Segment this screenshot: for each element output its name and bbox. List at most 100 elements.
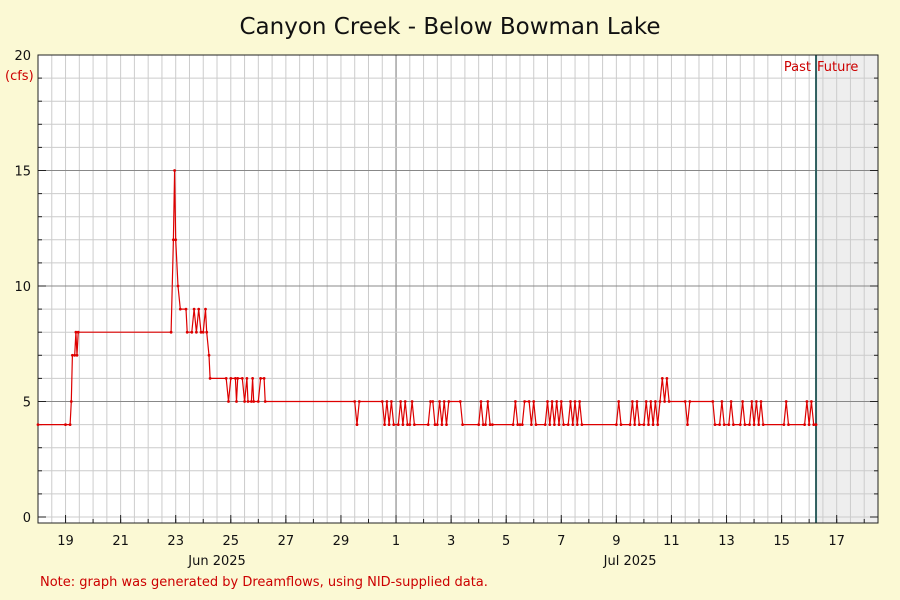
data-point [461,423,464,426]
data-point [667,400,671,403]
data-point [390,400,393,403]
data-point [435,423,439,426]
data-point [720,400,724,403]
data-point [686,423,689,426]
data-point [732,423,735,426]
data-point [573,400,577,403]
data-point [651,423,655,426]
x-tick-label: 25 [223,534,240,549]
data-point [644,400,648,403]
data-point [727,423,731,426]
data-point [807,423,811,426]
data-point [74,330,78,334]
data-point [546,400,549,403]
data-point [251,377,255,380]
data-point [447,400,451,403]
data-point [357,400,361,403]
data-point [631,400,634,403]
y-tick-label: 10 [14,280,31,295]
data-point [240,377,244,380]
data-point [615,423,618,426]
data-point [380,400,384,403]
data-point [759,400,763,403]
data-point [172,238,175,242]
data-point [722,423,726,426]
data-point [658,400,662,403]
data-point [36,423,40,426]
x-tick-label: 17 [828,534,845,549]
data-point [64,423,67,426]
data-point [392,423,396,426]
data-point [642,423,646,426]
data-point [557,423,561,426]
data-point [755,400,758,403]
data-point [628,423,632,426]
data-point [665,377,669,380]
y-tick-label: 20 [14,49,31,64]
data-point [569,400,572,403]
data-point [195,330,198,334]
data-point [663,400,666,403]
x-tick-label: 23 [167,534,184,549]
data-point [355,423,359,426]
data-point [259,377,262,380]
data-point [68,423,72,426]
data-point [488,423,492,426]
data-point [534,423,538,426]
data-point [396,423,400,426]
data-point [683,400,687,403]
x-tick-label: 15 [773,534,790,549]
data-point [353,400,357,403]
x-tick-label: 11 [663,534,680,549]
data-point [523,400,526,403]
data-point [250,400,253,403]
data-point [205,330,209,334]
data-point [197,307,201,311]
future-label: Future [817,60,858,75]
data-point [76,330,80,334]
data-point [385,400,389,403]
y-axis-label: (cfs) [5,69,34,84]
x-month-label: Jun 2025 [187,554,246,569]
series-line [38,170,816,426]
data-point [743,423,747,426]
x-tick-label: 3 [447,534,455,549]
data-point [550,400,554,403]
data-point [530,423,533,426]
data-point [484,423,487,426]
x-tick-label: 13 [718,534,735,549]
data-point [399,400,402,403]
data-point [548,423,552,426]
data-point [562,423,565,426]
data-point [246,400,250,403]
data-point [173,169,177,172]
data-point [408,423,412,426]
data-point [660,377,664,380]
data-point [442,400,446,403]
data-point [185,330,189,334]
data-point [73,353,77,357]
data-point [787,423,790,426]
data-point [619,423,623,426]
data-point [431,400,435,403]
data-point [224,377,228,380]
data-point [477,423,481,426]
data-point [438,400,441,403]
data-point [575,423,579,426]
x-tick-label: 27 [278,534,295,549]
y-tick-label: 0 [23,511,31,526]
data-point [814,423,818,426]
data-point [748,423,751,426]
data-point [784,400,788,403]
data-point [566,423,570,426]
past-label: Past [784,60,811,75]
data-point [718,423,721,426]
data-point [479,400,483,403]
x-tick-label: 29 [333,534,350,549]
data-point [413,423,416,426]
data-point [491,423,494,426]
data-point [245,377,249,380]
data-point [169,330,173,334]
data-point [401,423,405,426]
data-point [207,353,211,357]
